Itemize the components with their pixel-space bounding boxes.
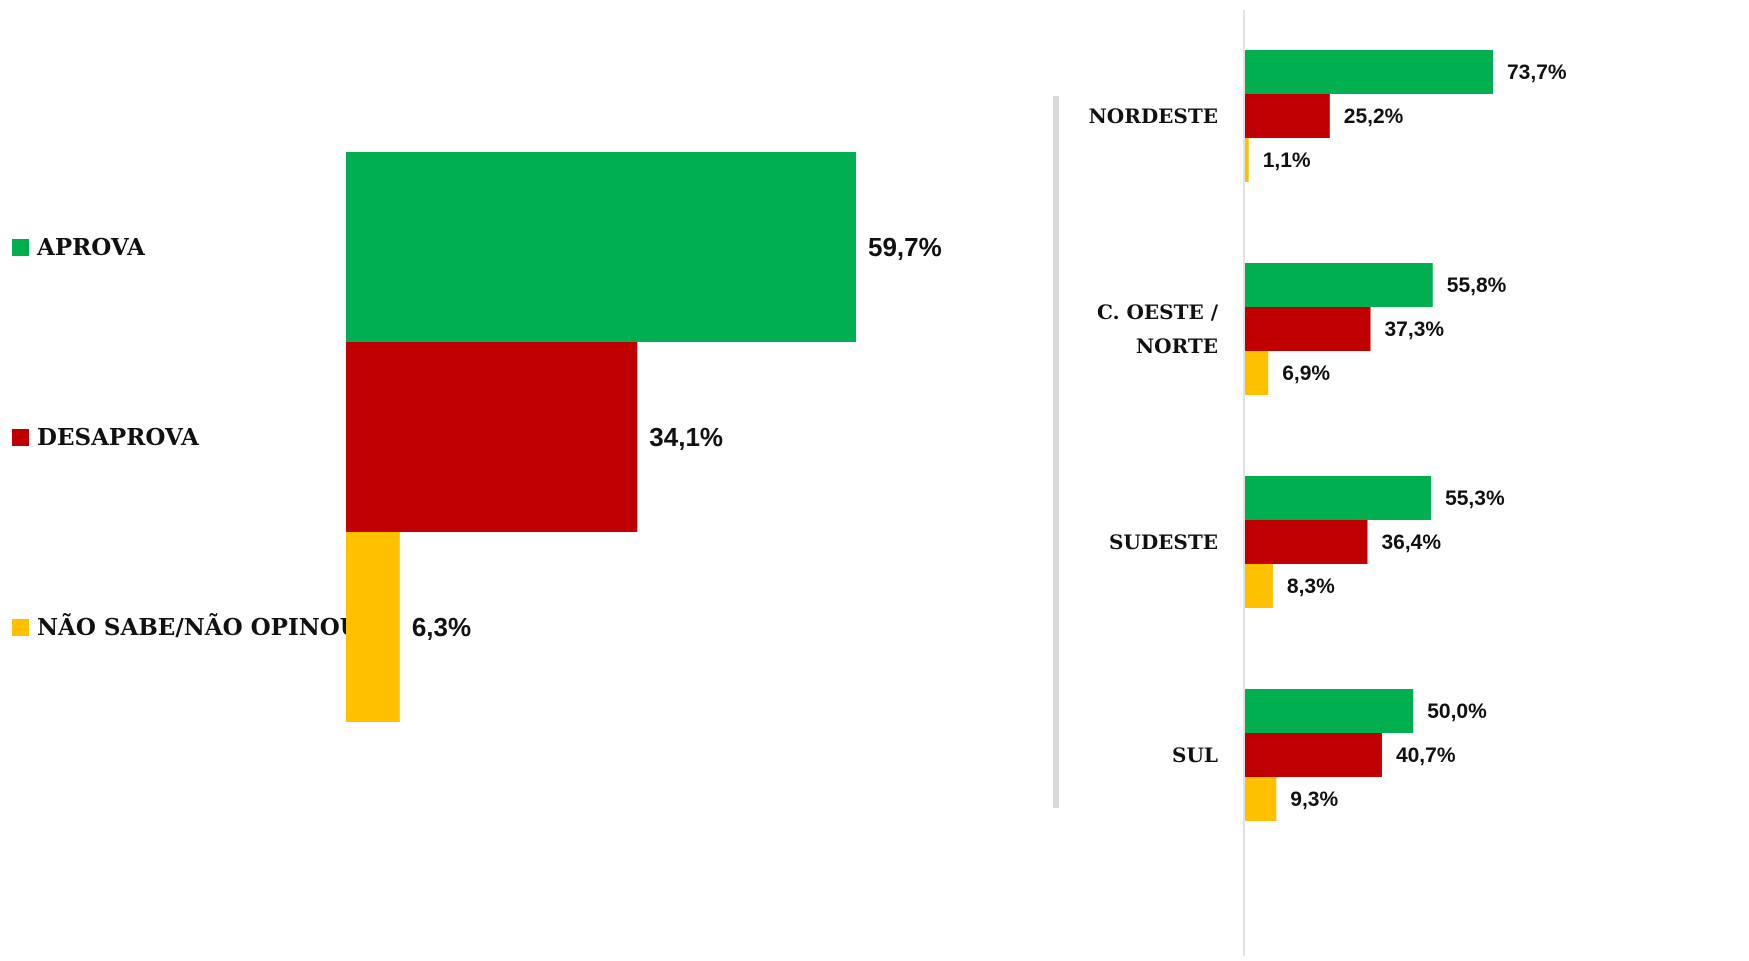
region-category-labels: NORDESTE C. OESTE / NORTE SUDESTE SUL — [1089, 104, 1219, 767]
region-bar-sudeste-nao_sabe — [1245, 564, 1273, 608]
region-approval-bars: 73,7% 25,2% 1,1% 55,8%37,3% 6,9% 55,3%36,4% 8,… — [1245, 50, 1567, 821]
region-value-label-c-oeste-norte-aprova: 55,8% — [1447, 274, 1507, 297]
main-bar-nao_sabe — [346, 532, 400, 722]
region-bar-c-oeste-norte-aprova — [1245, 263, 1433, 307]
region-label-nordeste: NORDESTE — [1089, 104, 1218, 128]
region-value-label-nordeste-desaprova: 25,2% — [1344, 105, 1404, 128]
legend-label-desaprova: DESAPROVA — [37, 424, 200, 451]
region-label-c-oeste-norte-line1: C. OESTE / — [1097, 300, 1219, 324]
region-bar-sudeste-aprova — [1245, 476, 1432, 520]
main-value-label-desaprova: 34,1% — [649, 422, 723, 452]
main-value-label-aprova: 59,7% — [868, 232, 942, 262]
overall-approval-bars: 59,7% 34,1% 6,3% — [346, 152, 942, 722]
region-bar-sul-desaprova — [1245, 733, 1382, 777]
region-bar-c-oeste-norte-desaprova — [1245, 307, 1371, 351]
region-bar-nordeste-desaprova — [1245, 94, 1330, 138]
region-label-sudeste: SUDESTE — [1109, 530, 1218, 554]
region-value-label-nordeste-nao_sabe: 1,1% — [1263, 149, 1311, 172]
region-value-label-c-oeste-norte-desaprova: 37,3% — [1385, 318, 1445, 341]
region-bar-sul-nao_sabe — [1245, 777, 1277, 821]
region-bar-nordeste-nao_sabe — [1245, 138, 1249, 182]
legend-swatch-nao_sabe — [12, 619, 29, 636]
main-bar-desaprova — [346, 342, 638, 532]
region-value-label-sul-aprova: 50,0% — [1427, 700, 1487, 723]
main-value-label-nao_sabe: 6,3% — [412, 612, 471, 642]
region-label-sul: SUL — [1172, 743, 1218, 767]
legend: APROVA DESAPROVA NÃO SABE/NÃO OPINOU — [12, 234, 360, 641]
region-bar-c-oeste-norte-nao_sabe — [1245, 351, 1269, 395]
main-bar-aprova — [346, 152, 856, 342]
legend-swatch-desaprova — [12, 429, 29, 446]
region-value-label-nordeste-aprova: 73,7% — [1507, 61, 1567, 84]
region-bar-sudeste-desaprova — [1245, 520, 1368, 564]
region-bar-nordeste-aprova — [1245, 50, 1493, 94]
region-value-label-sul-desaprova: 40,7% — [1396, 744, 1456, 767]
region-value-label-sudeste-nao_sabe: 8,3% — [1287, 575, 1335, 598]
region-value-label-sul-nao_sabe: 9,3% — [1290, 788, 1338, 811]
region-value-label-sudeste-aprova: 55,3% — [1445, 487, 1505, 510]
region-value-label-c-oeste-norte-nao_sabe: 6,9% — [1282, 362, 1330, 385]
region-bar-sul-aprova — [1245, 689, 1414, 733]
legend-label-nao_sabe: NÃO SABE/NÃO OPINOU — [37, 614, 360, 641]
region-value-label-sudeste-desaprova: 36,4% — [1381, 531, 1441, 554]
region-label-c-oeste-norte-line2: NORTE — [1136, 334, 1218, 358]
legend-label-aprova: APROVA — [36, 234, 146, 261]
legend-swatch-aprova — [12, 239, 29, 256]
